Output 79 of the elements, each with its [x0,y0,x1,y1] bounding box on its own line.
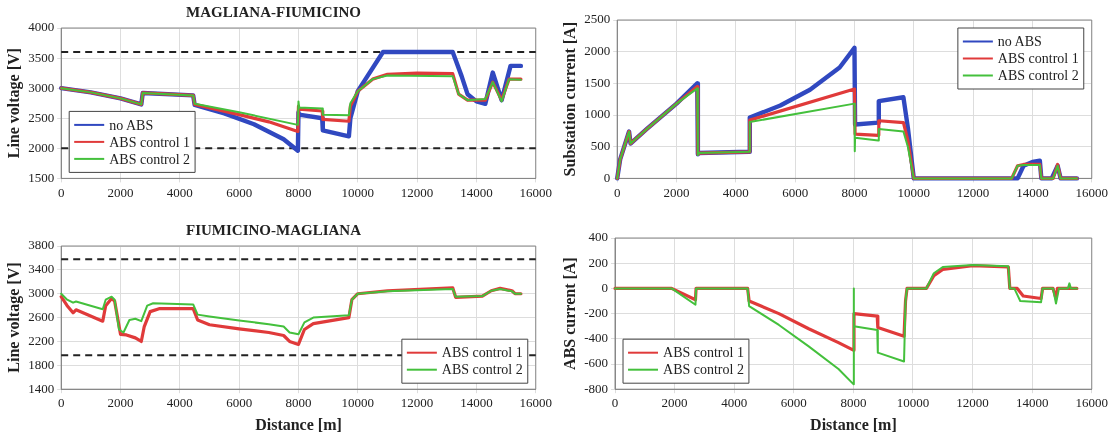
y-tick-label: 3000 [28,79,55,95]
x-tick-label: 6000 [782,184,809,200]
x-tick-label: 12000 [956,184,990,200]
x-tick-label: 14000 [460,395,493,411]
y-axis-title: Line voltage [V] [4,48,23,159]
y-tick-label: 2200 [28,332,55,348]
legend-label: ABS control 1 [109,134,191,150]
x-tick-label: 4000 [166,395,193,411]
legend-label: no ABS [109,117,154,133]
legend-label: ABS control 2 [109,151,191,167]
x-tick-label: 10000 [341,184,375,200]
x-tick-label: 8000 [840,395,867,411]
x-tick-label: 10000 [896,395,930,411]
x-tick-label: 10000 [897,184,931,200]
x-tick-label: 2000 [663,184,690,200]
y-axis-title: Line voltage [V] [4,262,23,373]
legend-label: ABS control 2 [441,362,523,378]
y-tick-label: -200 [584,305,609,321]
x-tick-label: 6000 [226,395,253,411]
y-tick-label: 2500 [584,11,611,27]
x-tick-label: 12000 [956,395,989,411]
y-tick-label: 0 [603,169,611,185]
x-tick-label: 16000 [519,184,552,200]
x-tick-label: 14000 [460,184,493,200]
x-tick-label: 10000 [341,395,375,411]
x-tick-label: 8000 [841,184,868,200]
y-tick-label: 200 [588,254,609,270]
y-tick-label: 3400 [28,261,55,277]
chart-title: MAGLIANA-FIUMICINO [186,3,361,20]
y-axis-title: ABS current [A] [560,257,578,370]
x-tick-label: 16000 [1075,184,1108,200]
y-tick-label: 2000 [28,139,55,155]
x-tick-label: 8000 [285,184,312,200]
legend-label: ABS control 1 [441,345,523,361]
x-tick-label: 8000 [285,395,312,411]
x-tick-label: 6000 [226,184,253,200]
y-tick-label: 3500 [28,49,55,65]
y-tick-label: 3800 [28,237,55,253]
y-tick-label: -800 [584,380,609,396]
x-tick-label: 2000 [107,395,134,411]
y-tick-label: 400 [588,229,609,245]
y-tick-label: 2500 [28,109,55,125]
x-axis-title: Distance [m] [810,415,897,433]
legend-label: ABS control 2 [663,362,744,378]
legend-label: ABS control 1 [997,51,1079,67]
y-tick-label: 1500 [28,169,55,185]
x-tick-label: 0 [57,184,65,200]
x-tick-label: 0 [613,184,621,200]
y-tick-label: -400 [584,330,609,346]
x-tick-label: 14000 [1015,395,1049,411]
y-tick-label: -600 [584,355,609,371]
y-tick-label: 1500 [584,74,611,90]
x-axis-title: Distance [m] [255,415,342,433]
y-tick-label: 3000 [28,285,55,301]
y-tick-label: 0 [601,279,609,295]
x-tick-label: 16000 [1075,395,1108,411]
legend-label: ABS control 1 [663,345,744,361]
x-tick-label: 2000 [107,184,134,200]
y-tick-label: 1800 [28,356,55,372]
x-tick-label: 16000 [519,395,552,411]
x-tick-label: 6000 [780,395,807,411]
x-tick-label: 14000 [1016,184,1049,200]
y-tick-label: 1400 [28,380,55,396]
y-tick-label: 2000 [584,43,611,59]
legend-label: no ABS [997,34,1042,50]
x-tick-label: 4000 [721,395,748,411]
x-tick-label: 0 [57,395,65,411]
x-tick-label: 4000 [722,184,749,200]
x-tick-label: 12000 [400,395,434,411]
x-tick-label: 12000 [400,184,434,200]
chart-title: FIUMICINO-MAGLIANA [186,221,362,238]
y-axis-title: Substation current [A] [560,22,578,177]
y-tick-label: 1000 [584,106,611,122]
y-tick-label: 2600 [28,309,55,325]
y-tick-label: 4000 [28,19,55,35]
y-tick-label: 500 [590,138,611,154]
x-tick-label: 4000 [166,184,193,200]
x-tick-label: 2000 [661,395,688,411]
legend-label: ABS control 2 [997,68,1079,84]
